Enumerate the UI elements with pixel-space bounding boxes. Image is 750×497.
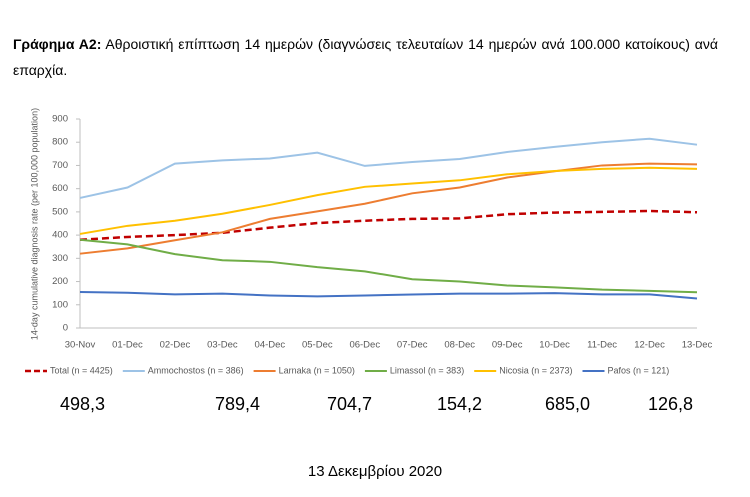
y-axis-title: 14-day cumulative diagnosis rate (per 10…	[29, 108, 39, 340]
y-tick-label: 700	[52, 160, 68, 171]
x-tick-label: 04-Dec	[255, 340, 286, 351]
legend-label: Larnaka (n = 1050)	[279, 365, 355, 375]
x-tick-label: 10-Dec	[539, 340, 570, 351]
y-tick-label: 600	[52, 183, 68, 194]
y-tick-label: 400	[52, 230, 68, 241]
x-tick-label: 03-Dec	[207, 340, 238, 351]
y-tick-label: 100	[52, 299, 68, 310]
x-tick-label: 12-Dec	[634, 340, 665, 351]
y-tick-label: 0	[63, 323, 68, 334]
latest-value: 126,8	[648, 394, 693, 414]
x-tick-label: 02-Dec	[160, 340, 191, 351]
latest-value: 498,3	[60, 394, 105, 414]
y-tick-label: 800	[52, 137, 68, 148]
y-tick-label: 200	[52, 276, 68, 287]
series-line	[79, 166, 698, 235]
legend-label: Pafos (n = 121)	[608, 365, 670, 375]
x-tick-label: 09-Dec	[492, 340, 523, 351]
x-tick-label: 05-Dec	[302, 340, 333, 351]
y-tick-label: 500	[52, 206, 68, 217]
legend-label: Ammochostos (n = 386)	[148, 365, 244, 375]
x-tick-label: 08-Dec	[444, 340, 475, 351]
x-tick-label: 01-Dec	[112, 340, 143, 351]
x-tick-label: 07-Dec	[397, 340, 428, 351]
latest-value: 789,4	[215, 394, 260, 414]
x-tick-label: 11-Dec	[587, 340, 617, 351]
caption: Γράφημα Α2: Αθροιστική επίπτωση 14 ημερών…	[13, 31, 718, 83]
date: 13 Δεκεμβρίου 2020	[308, 463, 442, 480]
legend-label: Total (n = 4425)	[50, 365, 113, 375]
x-tick-label: 30-Nov	[65, 340, 96, 351]
latest-value: 154,2	[437, 394, 482, 414]
latest-value: 685,0	[545, 394, 590, 414]
series-line	[79, 291, 698, 300]
series-line	[79, 238, 698, 294]
x-tick-label: 06-Dec	[349, 340, 380, 351]
series-line	[79, 162, 698, 255]
caption-label: Γράφημα Α2:	[13, 36, 102, 52]
x-tick-label: 13-Dec	[682, 340, 713, 351]
series-line	[79, 209, 698, 242]
series-line	[79, 137, 698, 199]
y-tick-label: 900	[52, 114, 68, 125]
y-tick-label: 300	[52, 253, 68, 264]
caption-text: Αθροιστική επίπτωση 14 ημερών (διαγνώσει…	[13, 36, 718, 78]
legend-label: Limassol (n = 383)	[390, 365, 464, 375]
latest-value: 704,7	[327, 394, 372, 414]
legend-label: Nicosia (n = 2373)	[499, 365, 572, 375]
